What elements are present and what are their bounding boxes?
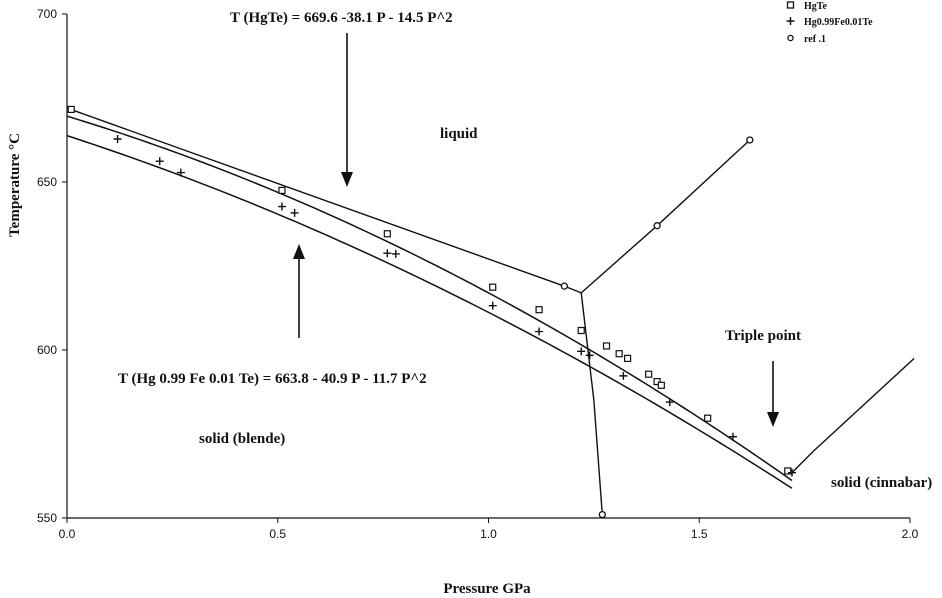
hgte-point bbox=[704, 414, 712, 422]
fe-point bbox=[488, 301, 497, 310]
hgte-point bbox=[645, 370, 653, 378]
x-tick-label: 0.5 bbox=[269, 527, 286, 541]
x-tick-label: 2.0 bbox=[902, 527, 919, 541]
y-tick-label: 550 bbox=[37, 511, 57, 525]
y-tick-label: 650 bbox=[37, 175, 57, 189]
y-tick-label: 600 bbox=[37, 343, 57, 357]
hgte-point bbox=[784, 467, 792, 475]
fe-point bbox=[728, 432, 737, 441]
arrow-hgte bbox=[341, 33, 353, 187]
ref-boundary-line bbox=[791, 357, 915, 474]
fe-point bbox=[290, 208, 299, 217]
curves bbox=[66, 107, 915, 515]
y-axis-title: Temperature °C bbox=[7, 133, 23, 237]
axes bbox=[66, 14, 910, 519]
y-tick-label: 700 bbox=[37, 7, 57, 21]
ref-point bbox=[598, 510, 606, 519]
liquid-label: liquid bbox=[440, 126, 478, 142]
ref-boundary-line bbox=[580, 139, 751, 294]
hgte-point bbox=[615, 350, 623, 358]
arrow-fe bbox=[293, 244, 305, 338]
legend-label-hgte: HgTe bbox=[804, 1, 828, 12]
legend: HgTe Hg0.99Fe0.01Te ref .1 bbox=[786, 1, 873, 45]
fit-line-1 bbox=[66, 134, 793, 489]
ref-point bbox=[653, 222, 661, 230]
hgte-point bbox=[489, 283, 497, 291]
ref-point bbox=[746, 136, 754, 144]
x-tick-label: 1.5 bbox=[691, 527, 708, 541]
hgte-point bbox=[623, 354, 632, 362]
hgte-point bbox=[657, 381, 665, 389]
x-tick-label: 0.0 bbox=[59, 527, 76, 541]
fe-point bbox=[535, 327, 544, 336]
legend-item-fe: Hg0.99Fe0.01Te bbox=[786, 17, 873, 28]
fe-point bbox=[176, 168, 185, 177]
fe-point bbox=[585, 351, 594, 360]
solid-cinnabar-label: solid (cinnabar) bbox=[831, 475, 932, 491]
legend-item-ref: ref .1 bbox=[787, 34, 826, 45]
legend-circle-marker bbox=[787, 34, 794, 42]
fe-formula: T (Hg 0.99 Fe 0.01 Te) = 663.8 - 40.9 P … bbox=[118, 371, 427, 387]
hgte-point bbox=[535, 306, 543, 314]
hgte-point bbox=[67, 105, 75, 114]
hgte-point bbox=[577, 326, 585, 335]
fe-point bbox=[155, 157, 164, 166]
hgte-point bbox=[602, 342, 611, 350]
fe-point bbox=[113, 134, 122, 143]
fe-point bbox=[277, 202, 286, 211]
arrow-triple-point bbox=[767, 361, 779, 427]
triple-point-label: Triple point bbox=[725, 328, 801, 344]
hgte-point bbox=[278, 186, 286, 194]
markers bbox=[67, 105, 796, 519]
solid-blende-label: solid (blende) bbox=[199, 431, 285, 447]
legend-plus-marker bbox=[786, 17, 795, 25]
hgte-point bbox=[653, 377, 661, 386]
ref-boundary-line bbox=[66, 107, 582, 294]
fe-point bbox=[787, 468, 796, 477]
x-axis-title: Pressure GPa bbox=[443, 581, 531, 597]
legend-item-hgte: HgTe bbox=[786, 1, 828, 12]
hgte-formula: T (HgTe) = 669.6 -38.1 P - 14.5 P^2 bbox=[230, 10, 453, 26]
legend-label-fe: Hg0.99Fe0.01Te bbox=[804, 17, 873, 28]
ref-boundary-line bbox=[580, 292, 604, 515]
fe-point bbox=[391, 249, 400, 258]
ref-point bbox=[560, 282, 569, 290]
legend-label-ref: ref .1 bbox=[804, 34, 826, 45]
fit-line-0 bbox=[66, 115, 793, 482]
ticks: 0.0 0.5 1.0 1.5 2.0 550 600 650 700 bbox=[37, 7, 919, 541]
fe-point bbox=[665, 398, 674, 407]
fe-point bbox=[383, 249, 392, 258]
fe-point bbox=[619, 371, 628, 380]
x-tick-label: 1.0 bbox=[480, 527, 497, 541]
hgte-point bbox=[383, 230, 391, 238]
legend-square-marker bbox=[786, 1, 795, 9]
fe-point bbox=[577, 347, 586, 356]
